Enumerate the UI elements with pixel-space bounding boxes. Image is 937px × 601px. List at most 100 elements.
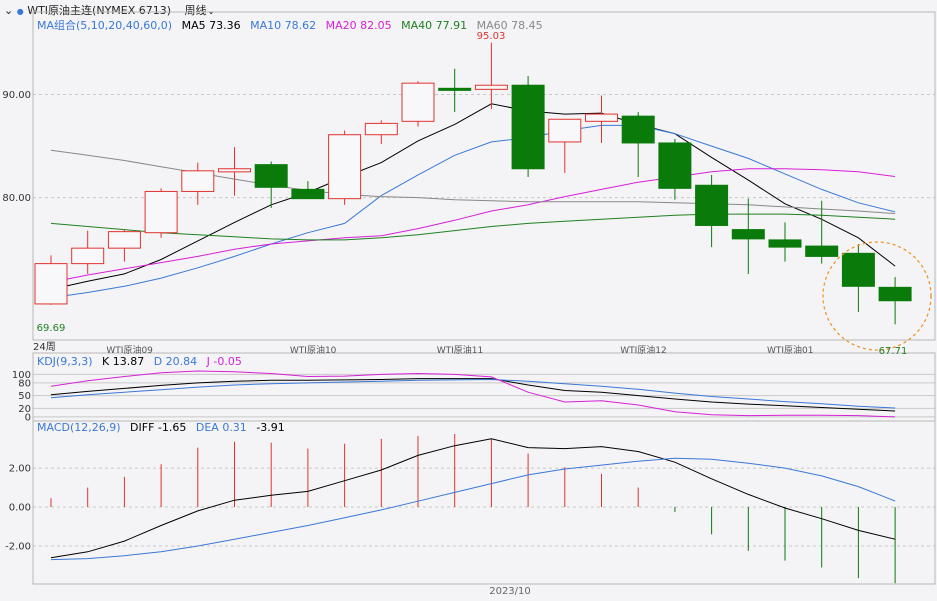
date-tick-label: WTI原油10 [290, 344, 337, 356]
candlestick[interactable] [254, 161, 288, 208]
candlestick[interactable] [401, 81, 435, 127]
candle-body [144, 190, 178, 234]
candlestick[interactable] [658, 138, 692, 200]
low-price-label-right: 67.71 [879, 346, 908, 357]
candle-body [364, 122, 398, 136]
candle-body [181, 170, 215, 192]
candlestick[interactable] [291, 181, 325, 200]
candle-body [511, 84, 545, 170]
date-tick-label: WTI原油09 [106, 344, 153, 356]
candle-body [34, 263, 68, 305]
d-value: D 20.84 [153, 355, 198, 368]
candlestick[interactable] [695, 174, 729, 248]
kdj-legend-title[interactable]: KDJ(9,3,3) [37, 355, 93, 368]
candle-body [254, 164, 288, 188]
candle-body [768, 239, 802, 248]
macd-dea-line [50, 457, 896, 561]
kdj-axis-tick-label: 0 [25, 412, 31, 423]
candlestick[interactable] [621, 112, 655, 177]
macd-axis-tick-label: 0.00 [9, 503, 31, 514]
kdj-k-line [50, 378, 896, 412]
candle-body [71, 247, 105, 265]
candle-body [731, 229, 765, 240]
ma40-line [50, 213, 896, 241]
price-axis-tick-label: 80.00 [2, 193, 31, 204]
candlestick[interactable] [328, 130, 362, 205]
candle-body [621, 115, 655, 144]
candlestick[interactable] [585, 95, 618, 143]
candle-body [878, 286, 912, 302]
candlestick[interactable] [805, 200, 839, 264]
dot-icon: ● [16, 7, 24, 16]
macd-legend-title[interactable]: MACD(12,26,9) [37, 421, 121, 434]
candle-body [291, 188, 325, 200]
candlestick[interactable] [218, 147, 251, 196]
candle-body [841, 252, 875, 287]
macd-legend: MACD(12,26,9) DIFF -1.65 DEA 0.31 -3.91 [37, 421, 285, 434]
candle-body [328, 134, 362, 200]
candle-body [548, 118, 582, 143]
instrument-title: WTI原油主连(NYMEX 6713) [27, 4, 172, 17]
j-value: J -0.05 [206, 355, 242, 368]
candle-body [401, 82, 435, 122]
candlestick[interactable] [511, 75, 545, 177]
candle-body [218, 168, 251, 173]
macd-axis-tick-label: 2.00 [9, 464, 31, 475]
ma10-line [50, 124, 896, 299]
date-tick-label: WTI原油12 [620, 344, 667, 356]
chevron-down-icon: ⌄ [206, 4, 216, 17]
candle-body [695, 184, 729, 226]
kdj-legend: KDJ(9,3,3) K 13.87 D 20.84 J -0.05 [37, 355, 242, 368]
ma-legend-title[interactable]: MA组合(5,10,20,40,60,0) [37, 19, 173, 32]
macd-pane-frame [32, 420, 936, 585]
ma5-value: MA5 73.36 [181, 19, 241, 32]
candle-body [585, 113, 618, 122]
diff-value: DIFF -1.65 [130, 421, 187, 434]
candlestick[interactable] [71, 230, 105, 274]
ma-legend: MA组合(5,10,20,40,60,0) MA5 73.36 MA10 78.… [37, 17, 543, 33]
kdj-axis-tick-label: 20 [18, 404, 31, 415]
candlestick[interactable] [34, 255, 68, 305]
period-label: 周线 [184, 4, 207, 17]
candlestick[interactable] [548, 118, 582, 173]
chevron-down-icon[interactable]: ⌄ [4, 4, 14, 17]
candlestick[interactable] [107, 229, 141, 262]
instrument-header[interactable]: ⌄ ● WTI原油主连(NYMEX 6713) 周线⌄ [4, 2, 216, 18]
kdj-axis-tick-label: 50 [18, 391, 31, 402]
candlestick[interactable] [181, 162, 215, 205]
candlestick[interactable] [438, 68, 472, 113]
ma10-value: MA10 78.62 [250, 19, 317, 32]
candle-body [107, 231, 141, 249]
ma60-value: MA60 78.45 [476, 19, 543, 32]
candle-body [805, 245, 839, 257]
price-axis-tick-label: 90.00 [2, 90, 31, 101]
candlestick[interactable] [144, 188, 178, 238]
ma20-line [50, 168, 896, 283]
kdj-axis-tick-label: 100 [12, 370, 31, 381]
candlestick[interactable] [768, 222, 802, 262]
candlestick[interactable] [841, 244, 875, 313]
main-pane-frame [32, 11, 936, 341]
dea-value: DEA 0.31 [195, 421, 247, 434]
candle-body [658, 142, 692, 189]
period-count-label: 24周 [33, 341, 56, 353]
date-tick-label: WTI原油01 [767, 344, 814, 356]
low-price-label-left: 69.69 [37, 323, 66, 334]
date-tick-label: WTI原油11 [437, 344, 484, 356]
highlight-circle [822, 241, 932, 351]
candlestick[interactable] [364, 120, 398, 144]
bottom-date-label: 2023/10 [489, 586, 531, 597]
candle-body [474, 84, 508, 90]
k-value: K 13.87 [102, 355, 145, 368]
candlestick[interactable] [474, 42, 508, 109]
ma40-value: MA40 77.91 [401, 19, 468, 32]
period-selector[interactable]: 周线⌄ [185, 4, 216, 17]
high-price-label: 95.03 [477, 31, 506, 42]
candlestick[interactable] [878, 277, 912, 325]
candle-body [438, 87, 472, 91]
candlestick[interactable] [731, 198, 765, 274]
kdj-pane-frame [32, 352, 936, 422]
macd-axis-tick-label: -2.00 [5, 541, 31, 552]
